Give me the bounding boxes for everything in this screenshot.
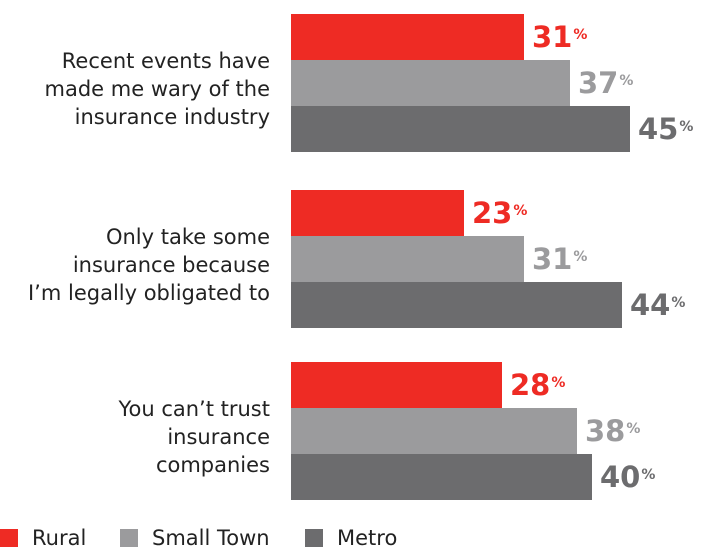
legend-item-small-town: Small Town	[120, 526, 270, 550]
category-label: Recent events have made me wary of the ins…	[0, 47, 270, 131]
data-label-value: 44	[630, 288, 671, 322]
category-label-line: insurance	[167, 425, 270, 449]
category-label-line: I’m legally obligated to	[27, 281, 270, 305]
data-label-metro: 45%	[638, 114, 693, 144]
bar-metro	[291, 106, 630, 152]
data-label-unit: %	[619, 73, 634, 89]
category-label-line: Recent events have	[61, 49, 270, 73]
legend-item-metro: Metro	[305, 526, 397, 550]
category-label-line: insurance industry	[74, 105, 270, 129]
data-label-unit: %	[573, 27, 588, 43]
data-label-unit: %	[641, 467, 656, 483]
legend-item-rural: Rural	[0, 526, 86, 550]
category-label-line: You can’t trust	[118, 397, 270, 421]
data-label-unit: %	[679, 119, 694, 135]
legend-swatch-small-town	[120, 529, 138, 547]
data-label-metro: 40%	[600, 462, 655, 492]
bar-metro	[291, 282, 622, 328]
data-label-value: 38	[585, 414, 626, 448]
data-label-unit: %	[551, 375, 566, 391]
category-label-line: Only take some	[105, 225, 270, 249]
bar-rural	[291, 14, 524, 60]
data-label-value: 37	[578, 66, 619, 100]
legend-label-metro: Metro	[337, 526, 398, 550]
legend-swatch-metro	[305, 529, 323, 547]
data-label-metro: 44%	[630, 290, 685, 320]
category-label-line: insurance because	[72, 253, 270, 277]
bar-metro	[291, 454, 592, 500]
legend-swatch-rural	[0, 529, 18, 547]
data-label-small-town: 31%	[532, 244, 587, 274]
bar-rural	[291, 190, 464, 236]
bar-small-town	[291, 236, 524, 282]
legend-label-rural: Rural	[32, 526, 87, 550]
data-label-unit: %	[671, 295, 686, 311]
category-label: Only take some insurance because I’m legal…	[0, 223, 270, 307]
category-label-line: companies	[155, 453, 270, 477]
data-label-unit: %	[573, 249, 588, 265]
bar-small-town	[291, 408, 577, 454]
data-label-unit: %	[513, 203, 528, 219]
data-label-small-town: 38%	[585, 416, 640, 446]
legend: Rural Small Town Metro	[0, 526, 709, 550]
data-label-value: 45	[638, 112, 679, 146]
data-label-unit: %	[626, 421, 641, 437]
data-label-rural: 31%	[532, 22, 587, 52]
legend-label-small-town: Small Town	[152, 526, 270, 550]
data-label-value: 28	[510, 368, 551, 402]
data-label-rural: 28%	[510, 370, 565, 400]
data-label-value: 31	[532, 242, 573, 276]
data-label-value: 31	[532, 20, 573, 54]
bar-rural	[291, 362, 502, 408]
data-label-small-town: 37%	[578, 68, 633, 98]
bar-small-town	[291, 60, 570, 106]
category-label: You can’t trust insurance companies	[0, 395, 270, 479]
data-label-value: 23	[472, 196, 513, 230]
data-label-value: 40	[600, 460, 641, 494]
category-label-line: made me wary of the	[44, 77, 270, 101]
data-label-rural: 23%	[472, 198, 527, 228]
